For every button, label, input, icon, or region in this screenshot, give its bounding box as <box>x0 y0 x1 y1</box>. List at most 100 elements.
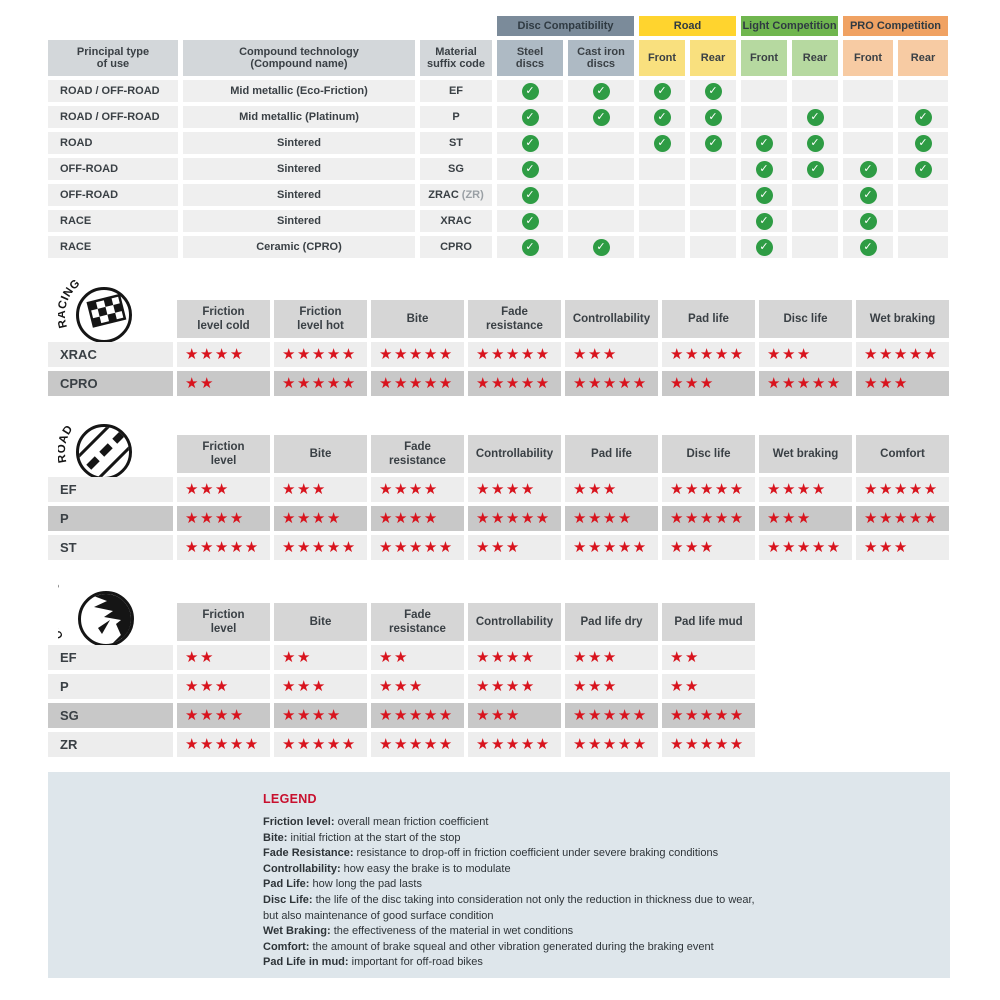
legend-entry: Fade Resistance: resistance to drop-off … <box>263 847 719 860</box>
star-icons: ★★★★★ <box>476 375 551 392</box>
star-rating-cell: ★★★★ <box>274 703 367 728</box>
check-cell: ✓ <box>497 106 563 128</box>
check-cell: ✓ <box>497 236 563 258</box>
sub-column-header: Rear <box>898 40 948 76</box>
star-rating-cell: ★★ <box>177 371 270 396</box>
rating-column-header: Wet braking <box>759 435 852 473</box>
star-icons: ★★★★★ <box>573 707 648 724</box>
star-icons: ★★★★★ <box>767 539 842 556</box>
compound-label: CPRO <box>48 371 173 396</box>
check-cell: ✓ <box>843 210 893 232</box>
check-cell: ✓ <box>843 236 893 258</box>
road-ratings-row-st: ST ★★★★★ ★★★★★ ★★★★★ ★★★ ★★★★★ ★★★ ★★★★★ ★★★ <box>48 535 958 560</box>
rating-column-header: Controllability <box>468 603 561 641</box>
racing-ratings-header-row: Friction level cold Friction level hot Bit… <box>48 300 958 338</box>
star-icons: ★★★★★ <box>282 375 357 392</box>
star-rating-cell: ★★★★★ <box>274 371 367 396</box>
star-icons: ★★★ <box>476 707 521 724</box>
compound-label: P <box>48 674 173 699</box>
legend-entry: but also maintenance of good surface con… <box>263 909 494 922</box>
star-icons: ★★★ <box>767 346 812 363</box>
star-icons: ★★★★★ <box>282 346 357 363</box>
check-cell <box>843 106 893 128</box>
star-icons: ★★★ <box>282 678 327 695</box>
star-icons: ★★★★★ <box>573 375 648 392</box>
check-cell <box>898 80 948 102</box>
star-rating-cell: ★★★★★ <box>371 342 464 367</box>
star-rating-cell: ★★ <box>371 645 464 670</box>
star-icons: ★★★ <box>864 375 909 392</box>
star-rating-cell: ★★★★★ <box>565 703 658 728</box>
code-cell: P <box>420 106 492 128</box>
rating-column-header: Friction level hot <box>274 300 367 338</box>
star-rating-cell: ★★★ <box>662 535 755 560</box>
compat-column-header-row: Principal type of use Compound technology… <box>48 40 950 76</box>
star-rating-cell: ★★★★ <box>759 477 852 502</box>
star-icons: ★★★ <box>476 539 521 556</box>
check-cell: ✓ <box>639 106 685 128</box>
group-header-road: Road <box>639 16 736 36</box>
star-rating-cell: ★★★★ <box>468 477 561 502</box>
legend-term: Fade Resistance: <box>263 847 354 860</box>
star-rating-cell: ★★★★ <box>468 674 561 699</box>
check-cell <box>639 236 685 258</box>
star-icons: ★★★★ <box>379 510 439 527</box>
check-cell: ✓ <box>741 158 787 180</box>
star-rating-cell: ★★★★★ <box>565 535 658 560</box>
offroad-ratings-row-sg: SG ★★★★ ★★★★ ★★★★★ ★★★ ★★★★★ ★★★★★ <box>48 703 958 728</box>
code-cell: EF <box>420 80 492 102</box>
check-icon: ✓ <box>704 82 722 100</box>
star-icons: ★★★ <box>573 649 618 666</box>
star-icons: ★★★★★ <box>379 707 454 724</box>
check-cell <box>690 184 736 206</box>
check-icon: ✓ <box>653 82 671 100</box>
star-icons: ★★ <box>185 375 215 392</box>
check-cell <box>639 210 685 232</box>
star-icons: ★★★★★ <box>282 539 357 556</box>
star-rating-cell: ★★★★ <box>274 506 367 531</box>
star-rating-cell: ★★★★★ <box>856 477 949 502</box>
star-rating-cell: ★★★ <box>759 506 852 531</box>
rating-column-header: Pad life mud <box>662 603 755 641</box>
star-rating-cell: ★★★ <box>274 674 367 699</box>
compat-group-header-row: Disc Compatibility Road Light Competition P… <box>48 16 950 36</box>
check-cell <box>792 236 838 258</box>
star-rating-cell: ★★★ <box>468 703 561 728</box>
use-cell: RACE <box>48 210 178 232</box>
group-header-light: Light Competition <box>741 16 838 36</box>
star-rating-cell: ★★★ <box>468 535 561 560</box>
check-icon: ✓ <box>914 108 932 126</box>
star-rating-cell: ★★★★ <box>177 342 270 367</box>
legend-term: Wet Braking: <box>263 925 331 938</box>
star-icons: ★★★ <box>767 510 812 527</box>
star-rating-cell: ★★★★★ <box>468 342 561 367</box>
check-icon: ✓ <box>592 238 610 256</box>
check-icon: ✓ <box>859 238 877 256</box>
star-rating-cell: ★★★★★ <box>662 477 755 502</box>
star-rating-cell: ★★★★★ <box>274 732 367 757</box>
check-cell: ✓ <box>792 132 838 154</box>
star-icons: ★★★★★ <box>864 346 939 363</box>
column-header: Principal type of use <box>48 40 178 76</box>
star-rating-cell: ★★★ <box>856 371 949 396</box>
legend-entries: Friction level: overall mean friction co… <box>263 815 935 971</box>
check-icon: ✓ <box>755 186 773 204</box>
star-rating-cell: ★★★★★ <box>759 535 852 560</box>
star-rating-cell: ★★★★★ <box>662 342 755 367</box>
star-rating-cell: ★★ <box>662 674 755 699</box>
check-cell: ✓ <box>497 210 563 232</box>
rating-column-header: Comfort <box>856 435 949 473</box>
star-icons: ★★★★ <box>282 510 342 527</box>
rating-column-header: Fade resistance <box>371 435 464 473</box>
check-cell: ✓ <box>792 106 838 128</box>
check-cell <box>792 210 838 232</box>
check-cell: ✓ <box>497 184 563 206</box>
check-icon: ✓ <box>704 108 722 126</box>
road-ratings-header-row: Friction level Bite Fade resistance Control… <box>48 435 958 473</box>
star-icons: ★★★★★ <box>476 510 551 527</box>
check-icon: ✓ <box>521 82 539 100</box>
star-icons: ★★★ <box>573 346 618 363</box>
tech-cell: Sintered <box>183 184 415 206</box>
rating-column-header: Fade resistance <box>468 300 561 338</box>
